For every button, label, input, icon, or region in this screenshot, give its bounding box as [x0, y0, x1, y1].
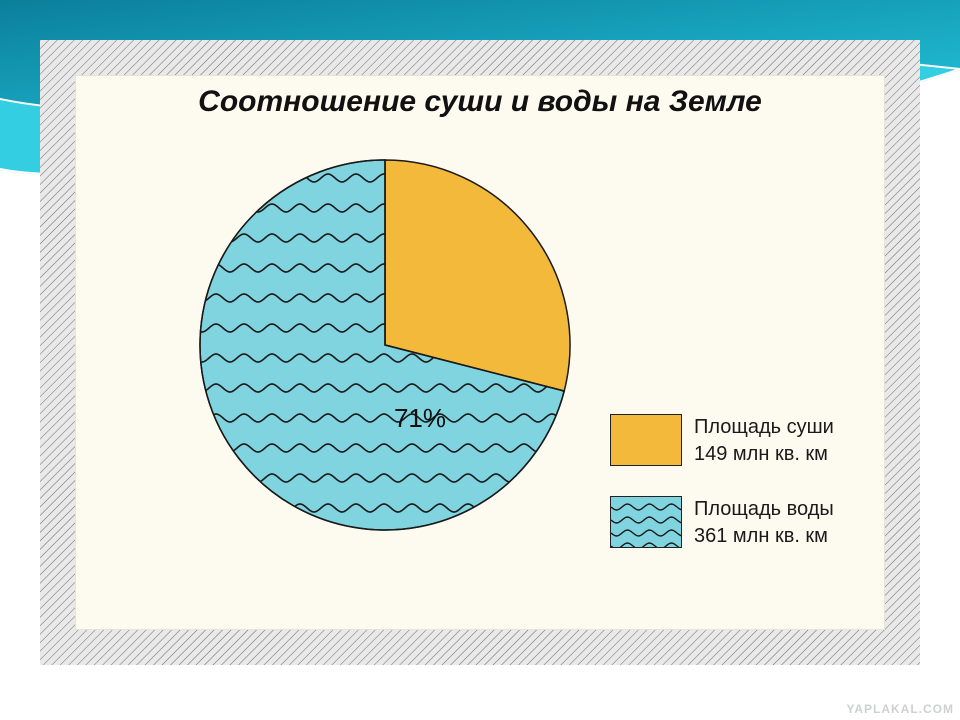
- legend-swatch-water: [610, 496, 682, 548]
- pie-svg: 29%71%: [195, 155, 575, 535]
- watermark: YAPLAKAL.COM: [846, 702, 954, 716]
- chart-panel: Соотношение суши и воды на Земле 29%71% …: [75, 75, 885, 630]
- legend-water-line2: 361 млн кв. км: [694, 523, 834, 550]
- legend-item-land: Площадь суши 149 млн кв. км: [610, 414, 860, 468]
- legend-swatch-land: [610, 414, 682, 466]
- legend: Площадь суши 149 млн кв. км Площадь воды…: [610, 386, 860, 550]
- legend-text-land: Площадь суши 149 млн кв. км: [694, 414, 834, 468]
- legend-item-water: Площадь воды 361 млн кв. км: [610, 496, 860, 550]
- pie-label-water: 71%: [394, 403, 446, 433]
- legend-text-water: Площадь воды 361 млн кв. км: [694, 496, 834, 550]
- legend-water-line1: Площадь воды: [694, 496, 834, 523]
- stage: Соотношение суши и воды на Земле 29%71% …: [0, 0, 960, 720]
- legend-land-line1: Площадь суши: [694, 414, 834, 441]
- chart-title: Соотношение суши и воды на Земле: [75, 85, 885, 119]
- pie-chart: 29%71%: [195, 155, 575, 535]
- legend-land-line2: 149 млн кв. км: [694, 441, 834, 468]
